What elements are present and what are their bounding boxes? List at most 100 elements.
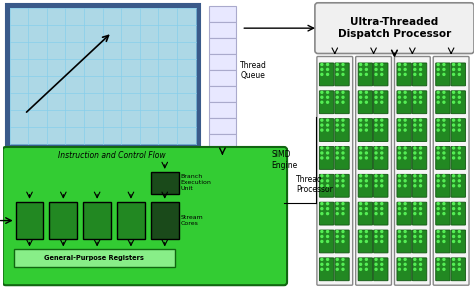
Circle shape [437,175,439,177]
Circle shape [419,129,421,131]
Circle shape [419,175,421,177]
Circle shape [453,64,455,65]
Circle shape [404,91,406,93]
Circle shape [327,129,328,131]
Circle shape [360,263,362,265]
Circle shape [453,185,455,187]
Circle shape [404,208,406,210]
Circle shape [453,268,455,270]
Circle shape [399,208,401,210]
Circle shape [399,157,401,159]
Circle shape [414,101,416,103]
Circle shape [453,96,455,98]
Circle shape [458,263,460,265]
Circle shape [414,147,416,149]
Text: Thread
Processor: Thread Processor [296,175,333,194]
Circle shape [404,101,406,103]
Circle shape [327,119,328,121]
Circle shape [327,240,328,242]
Circle shape [381,213,383,215]
Circle shape [321,175,323,177]
Circle shape [360,96,362,98]
FancyBboxPatch shape [319,147,334,169]
Text: Stream
Cores: Stream Cores [181,215,203,226]
Circle shape [342,157,344,159]
Circle shape [437,129,439,131]
Circle shape [453,203,455,205]
Circle shape [342,258,344,260]
Circle shape [458,175,460,177]
Circle shape [443,68,445,71]
Circle shape [414,240,416,242]
Circle shape [419,208,421,210]
FancyBboxPatch shape [358,119,373,142]
FancyBboxPatch shape [374,174,388,197]
Circle shape [458,73,460,75]
Circle shape [453,180,455,182]
FancyBboxPatch shape [315,3,474,53]
Circle shape [321,124,323,126]
Circle shape [443,268,445,270]
Circle shape [360,203,362,205]
Circle shape [360,101,362,103]
Circle shape [437,213,439,215]
Circle shape [375,240,377,242]
Circle shape [404,203,406,205]
Circle shape [381,208,383,210]
FancyBboxPatch shape [83,202,111,240]
Circle shape [404,240,406,242]
FancyBboxPatch shape [436,119,450,142]
Circle shape [437,119,439,121]
Circle shape [360,64,362,65]
Circle shape [321,203,323,205]
FancyBboxPatch shape [117,202,145,240]
FancyBboxPatch shape [397,174,411,197]
Circle shape [443,240,445,242]
Circle shape [437,263,439,265]
Circle shape [399,129,401,131]
Circle shape [404,263,406,265]
Circle shape [321,73,323,75]
Circle shape [453,157,455,159]
Circle shape [375,152,377,154]
Circle shape [365,91,367,93]
Circle shape [399,73,401,75]
FancyBboxPatch shape [451,202,465,225]
Circle shape [327,185,328,187]
Circle shape [381,124,383,126]
FancyBboxPatch shape [436,63,450,86]
Circle shape [419,240,421,242]
Circle shape [360,152,362,154]
Circle shape [336,213,338,215]
Circle shape [458,124,460,126]
Circle shape [321,236,323,238]
Circle shape [342,129,344,131]
FancyBboxPatch shape [412,202,427,225]
FancyBboxPatch shape [335,258,349,281]
Circle shape [443,147,445,149]
FancyBboxPatch shape [319,174,334,197]
Circle shape [336,203,338,205]
Circle shape [336,64,338,65]
FancyBboxPatch shape [451,230,465,253]
Text: Thread
Queue: Thread Queue [240,61,267,80]
Circle shape [443,119,445,121]
Circle shape [321,119,323,121]
Circle shape [443,124,445,126]
FancyBboxPatch shape [374,258,388,281]
Circle shape [453,129,455,131]
Circle shape [336,258,338,260]
Circle shape [365,185,367,187]
Circle shape [336,73,338,75]
Circle shape [381,157,383,159]
Circle shape [404,73,406,75]
Circle shape [458,203,460,205]
Circle shape [336,68,338,71]
FancyBboxPatch shape [319,119,334,142]
Circle shape [453,101,455,103]
Circle shape [419,64,421,65]
Circle shape [419,185,421,187]
Circle shape [414,180,416,182]
Circle shape [327,268,328,270]
Circle shape [404,231,406,233]
